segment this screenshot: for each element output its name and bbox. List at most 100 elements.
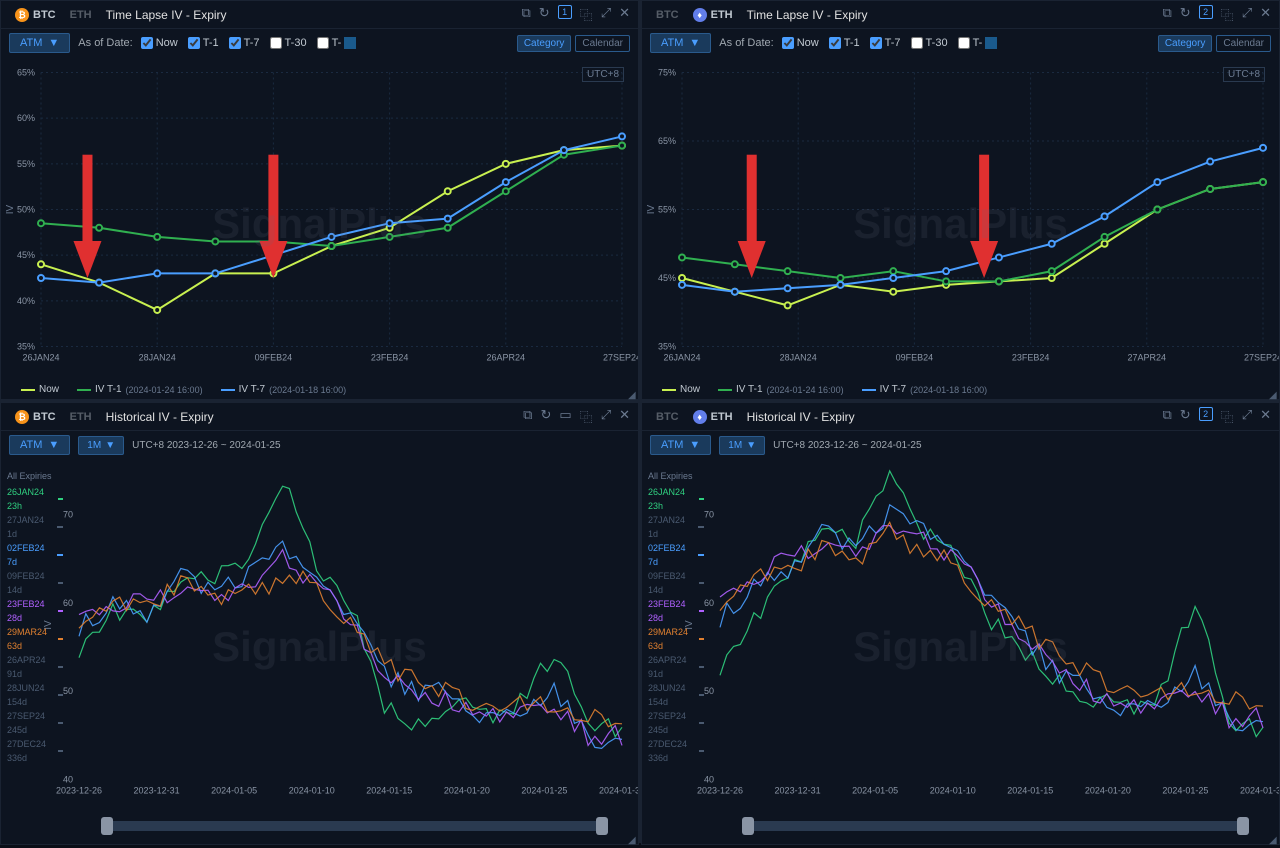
legend-item[interactable]: 23FEB24 28d bbox=[648, 597, 704, 625]
tab-btc[interactable]: ₿ BTC bbox=[9, 6, 62, 24]
calendar-button[interactable]: Calendar bbox=[575, 35, 630, 52]
refresh-icon[interactable]: ↻ bbox=[1180, 407, 1191, 426]
atm-dropdown[interactable]: ATM▼ bbox=[650, 33, 711, 53]
external-icon[interactable]: ⧉ bbox=[521, 5, 530, 24]
category-button[interactable]: Category bbox=[517, 35, 572, 52]
tab-eth[interactable]: ♦ ETH bbox=[687, 408, 739, 426]
atm-dropdown[interactable]: ATM▼ bbox=[9, 33, 70, 53]
check-now[interactable]: Now bbox=[141, 37, 178, 49]
time-slider[interactable] bbox=[742, 821, 1249, 831]
legend-item[interactable]: 02FEB24 7d bbox=[648, 541, 704, 569]
tab-btc[interactable]: ₿ BTC bbox=[9, 408, 62, 426]
slider-handle-right[interactable] bbox=[1237, 817, 1249, 835]
tab-eth[interactable]: ♦ ETH bbox=[687, 6, 739, 24]
close-icon[interactable]: ✕ bbox=[619, 5, 630, 24]
copy-icon[interactable]: ⿻ bbox=[1221, 5, 1234, 24]
legend-item[interactable]: 26APR24 91d bbox=[648, 653, 704, 681]
chevron-down-icon: ▼ bbox=[746, 440, 756, 451]
tab-btc[interactable]: BTC bbox=[650, 408, 685, 426]
atm-dropdown[interactable]: ATM▼ bbox=[650, 435, 711, 455]
legend-item[interactable]: 28JUN24 154d bbox=[7, 681, 63, 709]
resize-handle-icon[interactable]: ◢ bbox=[1269, 390, 1277, 398]
count-badge[interactable]: 2 bbox=[1199, 407, 1213, 421]
legend-item[interactable]: 28JUN24 154d bbox=[648, 681, 704, 709]
check-now[interactable]: Now bbox=[782, 37, 819, 49]
legend-item[interactable]: 29MAR24 63d bbox=[648, 625, 704, 653]
external-icon[interactable]: ⧉ bbox=[523, 407, 532, 426]
atm-dropdown[interactable]: ATM▼ bbox=[9, 435, 70, 455]
legend-item[interactable]: IV T-7(2024-01-18 16:00) bbox=[862, 384, 988, 395]
legend-item[interactable]: 29MAR24 63d bbox=[7, 625, 63, 653]
check-t7[interactable]: T-7 bbox=[229, 37, 260, 49]
toolbar: ATM▼ 1M▼ UTC+8 2023-12-26 ~ 2024-01-25 bbox=[1, 431, 638, 459]
slider-handle-right[interactable] bbox=[596, 817, 608, 835]
count-badge[interactable]: 1 bbox=[558, 5, 572, 19]
svg-text:2024-01-10: 2024-01-10 bbox=[930, 786, 976, 796]
legend-item[interactable]: 27JAN24 1d bbox=[648, 513, 704, 541]
check-t7[interactable]: T-7 bbox=[870, 37, 901, 49]
tab-eth-label: ETH bbox=[70, 411, 92, 423]
chart-legend: Now IV T-1(2024-01-24 16:00) IV T-7(2024-0… bbox=[21, 384, 346, 395]
tab-btc[interactable]: BTC bbox=[650, 6, 685, 24]
count-badge[interactable]: 2 bbox=[1199, 5, 1213, 19]
slider-handle-left[interactable] bbox=[101, 817, 113, 835]
check-t1[interactable]: T-1 bbox=[188, 37, 219, 49]
period-dropdown[interactable]: 1M▼ bbox=[719, 436, 765, 455]
panel-header: BTC ♦ ETH Time Lapse IV - Expiry ⧉ ↻ 2 ⿻… bbox=[642, 1, 1279, 29]
resize-handle-icon[interactable]: ◢ bbox=[1269, 835, 1277, 843]
external-icon[interactable]: ⧉ bbox=[1162, 5, 1171, 24]
legend-item[interactable]: 09FEB24 14d bbox=[648, 569, 704, 597]
legend-item[interactable]: 27SEP24 245d bbox=[648, 709, 704, 737]
check-t1[interactable]: T-1 bbox=[829, 37, 860, 49]
slider-handle-left[interactable] bbox=[742, 817, 754, 835]
copy-icon[interactable]: ⿻ bbox=[580, 407, 593, 426]
legend-item[interactable]: 23FEB24 28d bbox=[7, 597, 63, 625]
legend-item[interactable]: IV T-7(2024-01-18 16:00) bbox=[221, 384, 347, 395]
tab-eth[interactable]: ETH bbox=[64, 408, 98, 426]
refresh-icon[interactable]: ↻ bbox=[1180, 5, 1191, 24]
period-dropdown[interactable]: 1M▼ bbox=[78, 436, 124, 455]
category-button[interactable]: Category bbox=[1158, 35, 1213, 52]
svg-text:60: 60 bbox=[704, 598, 714, 608]
legend-item[interactable]: 26APR24 91d bbox=[7, 653, 63, 681]
legend-item[interactable]: 09FEB24 14d bbox=[7, 569, 63, 597]
external-icon[interactable]: ⧉ bbox=[1162, 407, 1171, 426]
line-chart: 40506070IV2023-12-262023-12-312024-01-05… bbox=[1, 459, 638, 845]
legend-item[interactable]: 27SEP24 245d bbox=[7, 709, 63, 737]
expand-icon[interactable]: ⤢ bbox=[1242, 407, 1252, 426]
legend-item[interactable]: 26JAN24 23h bbox=[7, 485, 63, 513]
check-t30[interactable]: T-30 bbox=[270, 37, 307, 49]
legend-item[interactable]: IV T-1(2024-01-24 16:00) bbox=[718, 384, 844, 395]
close-icon[interactable]: ✕ bbox=[1260, 407, 1271, 426]
refresh-icon[interactable]: ↻ bbox=[539, 5, 550, 24]
expand-icon[interactable]: ⤢ bbox=[601, 407, 611, 426]
legend-item[interactable]: 26JAN24 23h bbox=[648, 485, 704, 513]
tcustom-input[interactable] bbox=[985, 37, 997, 49]
time-slider[interactable] bbox=[101, 821, 608, 831]
svg-text:40%: 40% bbox=[17, 296, 35, 306]
legend-item[interactable]: 27DEC24 336d bbox=[648, 737, 704, 765]
check-tcustom[interactable]: T- bbox=[317, 37, 357, 49]
refresh-icon[interactable]: ↻ bbox=[540, 407, 551, 426]
tab-eth[interactable]: ETH bbox=[64, 6, 98, 24]
legend-item[interactable]: Now bbox=[21, 384, 59, 395]
chart-area: SignalPlus All Expiries26JAN24 23h27JAN2… bbox=[642, 459, 1279, 845]
expand-icon[interactable]: ⤢ bbox=[601, 5, 611, 24]
legend-item[interactable]: Now bbox=[662, 384, 700, 395]
resize-handle-icon[interactable]: ◢ bbox=[628, 835, 636, 843]
close-icon[interactable]: ✕ bbox=[1260, 5, 1271, 24]
folder-icon[interactable]: ▭ bbox=[559, 407, 571, 426]
check-tcustom[interactable]: T- bbox=[958, 37, 998, 49]
calendar-button[interactable]: Calendar bbox=[1216, 35, 1271, 52]
close-icon[interactable]: ✕ bbox=[619, 407, 630, 426]
expand-icon[interactable]: ⤢ bbox=[1242, 5, 1252, 24]
legend-item[interactable]: 27DEC24 336d bbox=[7, 737, 63, 765]
legend-item[interactable]: IV T-1(2024-01-24 16:00) bbox=[77, 384, 203, 395]
resize-handle-icon[interactable]: ◢ bbox=[628, 390, 636, 398]
legend-item[interactable]: 27JAN24 1d bbox=[7, 513, 63, 541]
legend-item[interactable]: 02FEB24 7d bbox=[7, 541, 63, 569]
copy-icon[interactable]: ⿻ bbox=[1221, 407, 1234, 426]
tcustom-input[interactable] bbox=[344, 37, 356, 49]
check-t30[interactable]: T-30 bbox=[911, 37, 948, 49]
copy-icon[interactable]: ⿻ bbox=[580, 5, 593, 24]
